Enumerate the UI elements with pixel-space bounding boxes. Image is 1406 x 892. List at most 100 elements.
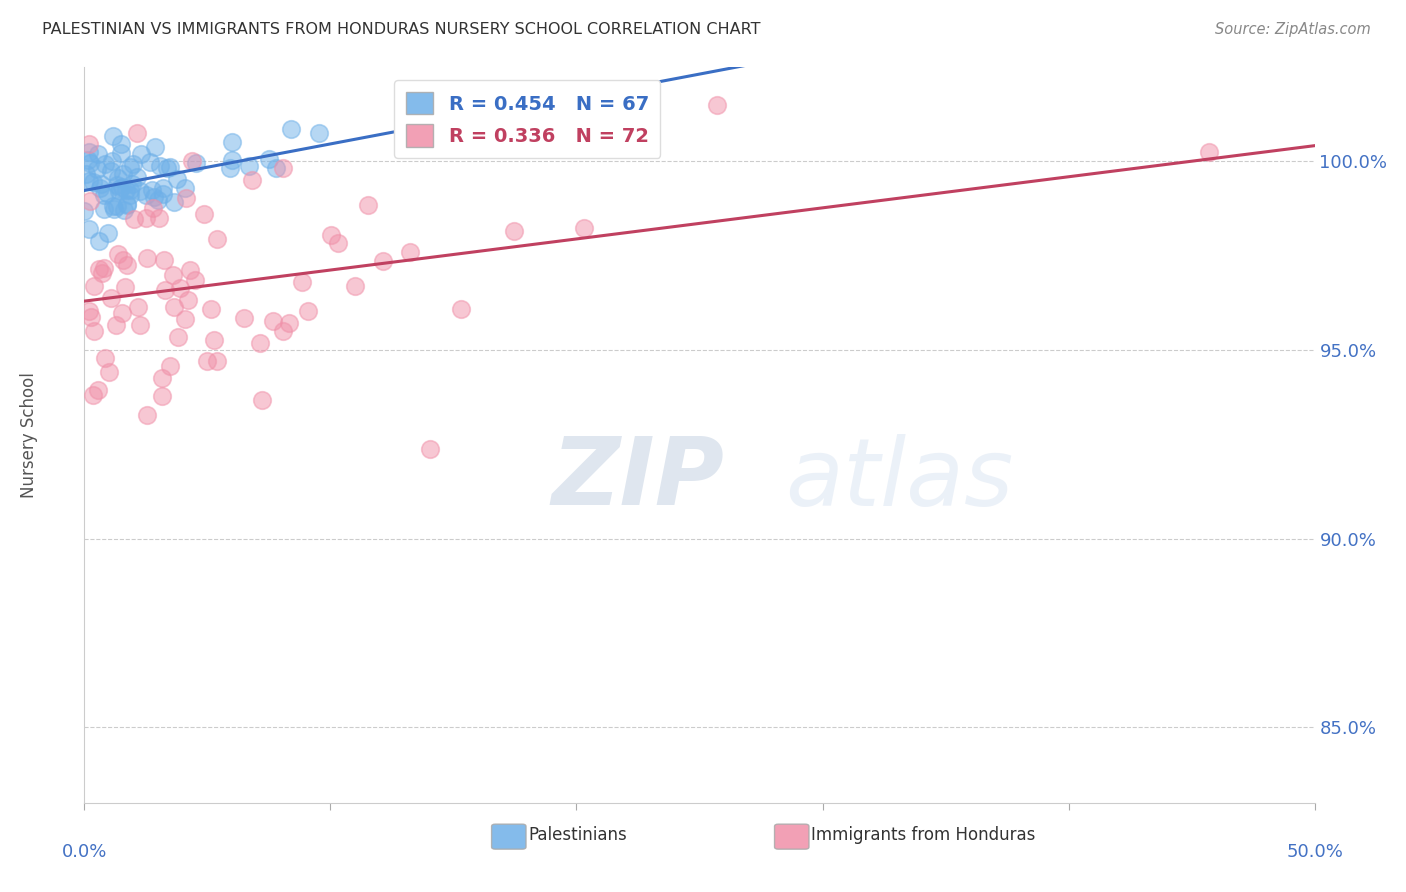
Point <box>125 169 148 184</box>
Point <box>264 161 287 175</box>
Point <box>110 136 132 151</box>
Point <box>195 354 218 368</box>
Point <box>271 161 294 176</box>
Point <box>93 202 115 216</box>
Point <box>128 184 150 198</box>
Legend: R = 0.454   N = 67, R = 0.336   N = 72: R = 0.454 N = 67, R = 0.336 N = 72 <box>394 80 661 158</box>
Point <box>153 283 176 297</box>
Point <box>139 154 162 169</box>
Text: Source: ZipAtlas.com: Source: ZipAtlas.com <box>1215 22 1371 37</box>
Point <box>1198 145 1220 160</box>
Point <box>159 160 181 174</box>
Point <box>262 314 284 328</box>
Point <box>105 178 128 192</box>
Point <box>572 220 595 235</box>
Point <box>328 235 350 250</box>
Point <box>357 197 380 211</box>
Point <box>179 263 201 277</box>
Point <box>200 302 222 317</box>
Point <box>83 324 105 338</box>
Point <box>96 186 118 201</box>
Point <box>297 304 319 318</box>
Point <box>91 266 114 280</box>
Point <box>136 251 159 265</box>
Point <box>143 190 166 204</box>
Point <box>162 268 184 282</box>
Text: PALESTINIAN VS IMMIGRANTS FROM HONDURAS NURSERY SCHOOL CORRELATION CHART: PALESTINIAN VS IMMIGRANTS FROM HONDURAS … <box>42 22 761 37</box>
Point <box>207 353 229 368</box>
Point <box>143 139 166 153</box>
Text: ZIP: ZIP <box>553 433 724 525</box>
Point <box>343 278 366 293</box>
Point <box>79 304 101 318</box>
Point <box>169 280 191 294</box>
Point <box>107 171 129 186</box>
Point <box>278 316 301 330</box>
Point <box>135 409 157 423</box>
FancyBboxPatch shape <box>492 824 526 849</box>
Point <box>450 302 472 317</box>
Point <box>101 128 124 143</box>
Point <box>174 191 197 205</box>
Point <box>94 351 117 366</box>
Point <box>118 183 141 197</box>
Point <box>706 97 728 112</box>
Point <box>105 199 128 213</box>
Point <box>100 291 122 305</box>
Point <box>111 179 134 194</box>
Point <box>96 227 118 241</box>
Point <box>308 126 330 140</box>
Point <box>202 333 225 347</box>
Point <box>115 258 138 272</box>
Point <box>174 312 197 326</box>
Point <box>104 318 127 332</box>
Point <box>148 211 170 225</box>
Point <box>271 324 294 338</box>
Point <box>142 202 165 216</box>
Point <box>135 211 157 226</box>
Point <box>152 180 174 194</box>
Point <box>280 122 302 136</box>
Point <box>89 181 111 195</box>
Point <box>219 161 242 176</box>
Point <box>232 311 254 326</box>
Point <box>319 228 342 243</box>
Point <box>111 306 134 320</box>
Point <box>114 280 136 294</box>
Point <box>159 359 181 373</box>
Point <box>83 279 105 293</box>
Point <box>167 330 190 344</box>
Text: atlas: atlas <box>786 434 1014 524</box>
Point <box>184 273 207 287</box>
Point <box>152 187 174 202</box>
Point <box>77 136 100 151</box>
Point <box>207 232 229 246</box>
Point <box>150 389 173 403</box>
Point <box>115 197 138 211</box>
Text: Nursery School: Nursery School <box>20 372 38 498</box>
Point <box>100 163 122 178</box>
Point <box>373 254 395 268</box>
Point <box>163 300 186 314</box>
Point <box>115 197 138 211</box>
Point <box>82 176 104 190</box>
Point <box>291 275 314 289</box>
Point <box>177 293 200 307</box>
Point <box>122 211 145 226</box>
Text: 0.0%: 0.0% <box>62 843 107 862</box>
Point <box>87 147 110 161</box>
Point <box>93 261 115 276</box>
Point <box>503 224 526 238</box>
Point <box>129 147 152 161</box>
Point <box>76 153 98 168</box>
Point <box>73 204 96 219</box>
Point <box>121 177 143 191</box>
Point <box>122 157 145 171</box>
Point <box>82 387 104 401</box>
Point <box>221 153 243 168</box>
Point <box>79 155 101 169</box>
Point <box>89 234 111 248</box>
Point <box>120 161 142 175</box>
Point <box>75 167 97 181</box>
Point <box>149 159 172 173</box>
